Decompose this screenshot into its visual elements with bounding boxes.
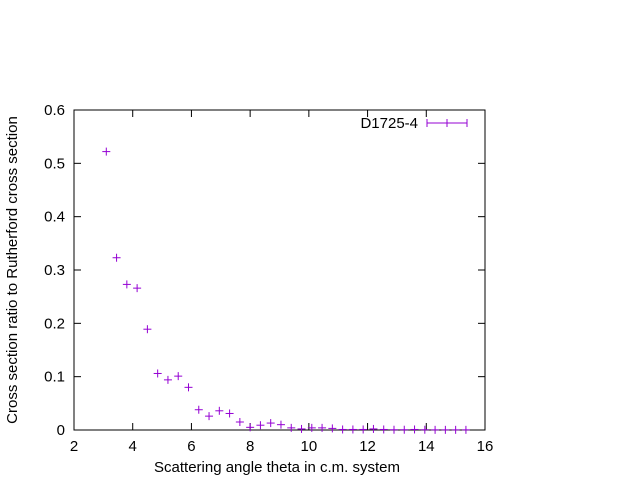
data-point: [451, 425, 460, 434]
data-point: [359, 425, 368, 434]
x-axis-label: Scattering angle theta in c.m. system: [154, 459, 400, 476]
x-tick-label: 14: [418, 438, 435, 455]
data-point: [266, 419, 275, 428]
data-point: [102, 147, 111, 156]
data-point: [133, 284, 142, 293]
data-point: [348, 425, 357, 434]
data-point: [410, 425, 419, 434]
data-point: [163, 375, 172, 384]
data-point: [369, 424, 378, 433]
x-tick-label: 10: [301, 438, 318, 455]
y-tick-label: 0: [57, 422, 65, 439]
data-point: [389, 425, 398, 434]
x-tick-label: 16: [477, 438, 494, 455]
data-point: [338, 425, 347, 434]
data-point: [205, 412, 214, 421]
data-point: [174, 372, 183, 381]
data-point: [184, 383, 193, 392]
data-point: [246, 423, 255, 432]
data-point: [153, 369, 162, 378]
legend-marker: [426, 119, 468, 127]
data-point: [420, 425, 429, 434]
data-point: [215, 406, 224, 415]
data-point: [297, 424, 306, 433]
data-point: [276, 420, 285, 429]
data-point: [307, 423, 316, 432]
data-point: [122, 280, 131, 289]
data-point: [225, 409, 234, 418]
y-axis-label: Cross section ratio to Rutherford cross …: [4, 116, 21, 424]
legend: D1725-4: [360, 115, 468, 132]
x-tick-label: 8: [246, 438, 254, 455]
data-point: [235, 418, 244, 426]
data-point: [287, 423, 296, 432]
y-tick-label: 0.3: [44, 262, 65, 279]
y-tick-label: 0.1: [44, 369, 65, 386]
data-point: [441, 425, 450, 434]
x-tick-label: 2: [70, 438, 78, 455]
data-point: [328, 424, 337, 433]
data-point: [461, 425, 470, 434]
y-tick-label: 0.6: [44, 102, 65, 119]
data-points: [102, 147, 470, 434]
data-point: [318, 423, 327, 432]
legend-label: D1725-4: [360, 115, 418, 132]
y-tick-label: 0.5: [44, 155, 65, 172]
data-point: [194, 405, 203, 414]
x-tick-label: 4: [129, 438, 137, 455]
data-point: [143, 325, 152, 334]
y-tick-label: 0.4: [44, 209, 65, 226]
data-point: [379, 425, 388, 434]
axis-tick-labels: 2 4 6 8 10 12 14 16 0 0.1 0.2 0.3 0.4 0.5 0.6: [44, 102, 493, 455]
axis-ticks: [73, 109, 486, 431]
data-point: [400, 425, 409, 434]
data-point: [256, 421, 265, 430]
x-tick-label: 6: [187, 438, 195, 455]
plot-frame: [73, 109, 486, 431]
data-point: [431, 425, 440, 434]
data-point: [112, 253, 121, 262]
x-tick-label: 12: [359, 438, 376, 455]
y-tick-label: 0.2: [44, 315, 65, 332]
